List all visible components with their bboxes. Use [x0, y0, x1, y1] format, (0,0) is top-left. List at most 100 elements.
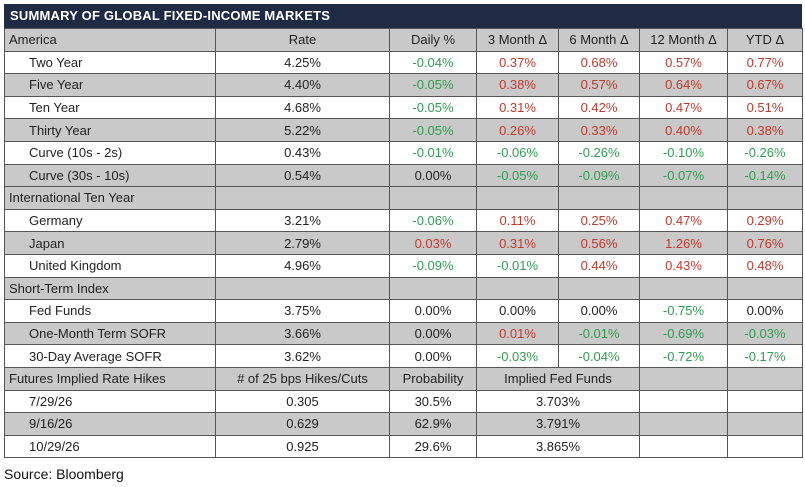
empty-cell	[639, 434, 728, 459]
fixed-income-summary: SUMMARY OF GLOBAL FIXED-INCOME MARKETS A…	[4, 4, 803, 459]
header-ytd: YTD Δ	[727, 28, 803, 52]
empty-cell	[558, 276, 640, 301]
empty-cell	[558, 186, 640, 210]
ytd-cell: 0.38%	[727, 118, 803, 142]
ytd-cell: 0.48%	[727, 253, 803, 278]
m12-cell: 0.43%	[639, 253, 728, 278]
rate-cell: 4.96%	[215, 253, 390, 278]
table-title: SUMMARY OF GLOBAL FIXED-INCOME MARKETS	[4, 4, 802, 28]
row-label: Ten Year	[4, 95, 216, 120]
header-implied: Implied Fed Funds	[476, 366, 640, 391]
row-label: Curve (30s - 10s)	[4, 163, 216, 188]
row-label: Two Year	[4, 50, 216, 75]
header-daily: Daily %	[389, 28, 477, 52]
empty-cell	[727, 412, 803, 436]
table-row: One-Month Term SOFR 3.66% 0.00% 0.01% -0.01%…	[4, 321, 803, 346]
m3-cell: 0.26%	[476, 118, 559, 142]
m6-cell: -0.01%	[558, 321, 640, 346]
daily-cell: -0.09%	[389, 253, 477, 278]
futures-probability: 62.9%	[389, 412, 477, 436]
empty-cell	[215, 276, 390, 301]
futures-date: 9/16/26	[4, 412, 216, 436]
section-international: International Ten Year	[4, 186, 216, 210]
m12-cell: -0.69%	[639, 321, 728, 346]
empty-cell	[727, 366, 803, 391]
row-label: Five Year	[4, 73, 216, 97]
ytd-cell: -0.03%	[727, 321, 803, 346]
futures-date: 10/29/26	[4, 434, 216, 459]
daily-cell: -0.01%	[389, 140, 477, 165]
futures-header-row: Futures Implied Rate Hikes # of 25 bps Hi…	[4, 366, 803, 391]
m6-cell: 0.44%	[558, 253, 640, 278]
futures-probability: 30.5%	[389, 389, 477, 414]
m6-cell: 0.42%	[558, 95, 640, 120]
empty-cell	[389, 276, 477, 301]
futures-hikes: 0.629	[215, 412, 390, 436]
daily-cell: -0.05%	[389, 73, 477, 97]
m3-cell: 0.38%	[476, 73, 559, 97]
m12-cell: 0.47%	[639, 208, 728, 233]
ytd-cell: -0.26%	[727, 140, 803, 165]
header-futures: Futures Implied Rate Hikes	[4, 366, 216, 391]
row-label: Japan	[4, 231, 216, 255]
empty-cell	[389, 186, 477, 210]
rate-cell: 3.62%	[215, 344, 390, 368]
ytd-cell: -0.14%	[727, 163, 803, 188]
empty-cell	[476, 186, 559, 210]
table-row: Curve (30s - 10s) 0.54% 0.00% -0.05% -0.09% -…	[4, 163, 803, 188]
rate-cell: 0.43%	[215, 140, 390, 165]
table-row: Thirty Year 5.22% -0.05% 0.26% 0.33% 0.40% 0.3…	[4, 118, 803, 142]
header-probability: Probability	[389, 366, 477, 391]
source-note: Source: Bloomberg	[4, 466, 124, 482]
row-label: One-Month Term SOFR	[4, 321, 216, 346]
empty-cell	[727, 434, 803, 459]
futures-row: 7/29/26 0.305 30.5% 3.703%	[4, 389, 803, 414]
section-short-term: Short-Term Index	[4, 276, 216, 301]
empty-cell	[639, 412, 728, 436]
header-12m: 12 Month Δ	[639, 28, 728, 52]
ytd-cell: 0.00%	[727, 299, 803, 323]
header-america: America	[4, 28, 216, 52]
rate-cell: 3.66%	[215, 321, 390, 346]
futures-row: 9/16/26 0.629 62.9% 3.791%	[4, 412, 803, 436]
rate-cell: 4.25%	[215, 50, 390, 75]
empty-cell	[727, 276, 803, 301]
futures-probability: 29.6%	[389, 434, 477, 459]
daily-cell: 0.03%	[389, 231, 477, 255]
table-row: Five Year 4.40% -0.05% 0.38% 0.57% 0.64% 0.67%	[4, 73, 803, 97]
m6-cell: 0.25%	[558, 208, 640, 233]
daily-cell: -0.05%	[389, 95, 477, 120]
section-row: International Ten Year	[4, 186, 803, 210]
empty-cell	[476, 276, 559, 301]
rate-cell: 3.75%	[215, 299, 390, 323]
empty-cell	[639, 389, 728, 414]
m3-cell: 0.31%	[476, 231, 559, 255]
m12-cell: -0.07%	[639, 163, 728, 188]
rate-cell: 3.21%	[215, 208, 390, 233]
m3-cell: 0.37%	[476, 50, 559, 75]
empty-cell	[639, 186, 728, 210]
ytd-cell: 0.77%	[727, 50, 803, 75]
futures-implied: 3.703%	[476, 389, 640, 414]
daily-cell: 0.00%	[389, 299, 477, 323]
daily-cell: -0.04%	[389, 50, 477, 75]
daily-cell: 0.00%	[389, 344, 477, 368]
row-label: Germany	[4, 208, 216, 233]
section-row: Short-Term Index	[4, 276, 803, 301]
m3-cell: -0.03%	[476, 344, 559, 368]
rate-cell: 0.54%	[215, 163, 390, 188]
rate-cell: 4.68%	[215, 95, 390, 120]
m6-cell: 0.00%	[558, 299, 640, 323]
futures-row: 10/29/26 0.925 29.6% 3.865%	[4, 434, 803, 459]
table-row: Fed Funds 3.75% 0.00% 0.00% 0.00% -0.75% 0.00%	[4, 299, 803, 323]
row-label: Thirty Year	[4, 118, 216, 142]
table-row: 30-Day Average SOFR 3.62% 0.00% -0.03% -0.04…	[4, 344, 803, 368]
m12-cell: 0.47%	[639, 95, 728, 120]
m6-cell: 0.57%	[558, 73, 640, 97]
empty-cell	[727, 389, 803, 414]
futures-date: 7/29/26	[4, 389, 216, 414]
daily-cell: 0.00%	[389, 321, 477, 346]
m12-cell: 0.57%	[639, 50, 728, 75]
